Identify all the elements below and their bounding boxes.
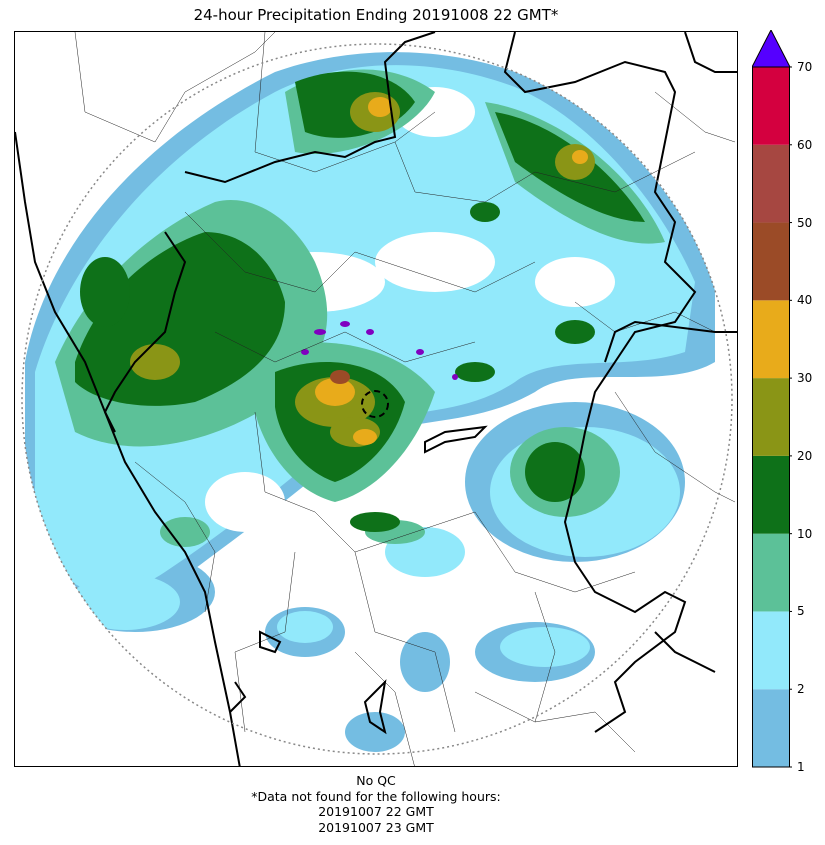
colorbar-tick-label: 20 [797, 448, 813, 463]
colorbar-segment [752, 378, 790, 456]
missing-data-note: *Data not found for the following hours: [251, 788, 501, 804]
colorbar-tick-label: 1 [797, 760, 805, 774]
colorbar-segment [752, 611, 790, 690]
colorbar-extend-arrow [752, 30, 791, 68]
colorbar-tick-label: 40 [797, 293, 813, 308]
qc-label: No QC [356, 773, 396, 788]
colorbar-segment [752, 67, 790, 145]
colorbar-segment [752, 689, 790, 767]
district-boundaries [74, 32, 736, 766]
radar-range-circle [21, 43, 733, 755]
precip-band-30-40 [315, 97, 588, 445]
colorbar-segment [752, 455, 790, 534]
colorbar-segment [752, 222, 790, 301]
chart-title: 24-hour Precipitation Ending 20191008 22… [193, 6, 559, 24]
state-boundaries [15, 32, 737, 766]
precipitation-map-svg [15, 32, 737, 766]
colorbar: 1 2 5 10 20 30 40 50 60 70 [752, 30, 812, 775]
precipitation-field [25, 52, 715, 752]
colorbar-border [752, 66, 790, 768]
missing-hour-2: 20191007 23 GMT [318, 819, 434, 835]
colorbar-tick-label: 2 [797, 682, 805, 697]
colorbar-tick-label: 60 [797, 137, 813, 152]
colorbar-tick-label: 30 [797, 371, 813, 386]
colorbar-segment [752, 533, 790, 612]
colorbar-segment [752, 300, 790, 379]
colorbar-segment [752, 144, 790, 223]
precip-band-over [301, 321, 458, 380]
radar-site-marker [361, 390, 389, 418]
footer-notes: No QC *Data not found for the following … [14, 773, 738, 835]
colorbar-tick-label: 50 [797, 215, 813, 230]
colorbar-svg [752, 30, 792, 768]
colorbar-tick-label: 5 [797, 604, 805, 619]
colorbar-tick-label: 10 [797, 526, 813, 541]
radar-map [14, 31, 738, 767]
missing-hour-1: 20191007 22 GMT [318, 804, 434, 819]
colorbar-tick-label: 70 [797, 60, 813, 74]
precip-band-40-50 [330, 370, 350, 384]
